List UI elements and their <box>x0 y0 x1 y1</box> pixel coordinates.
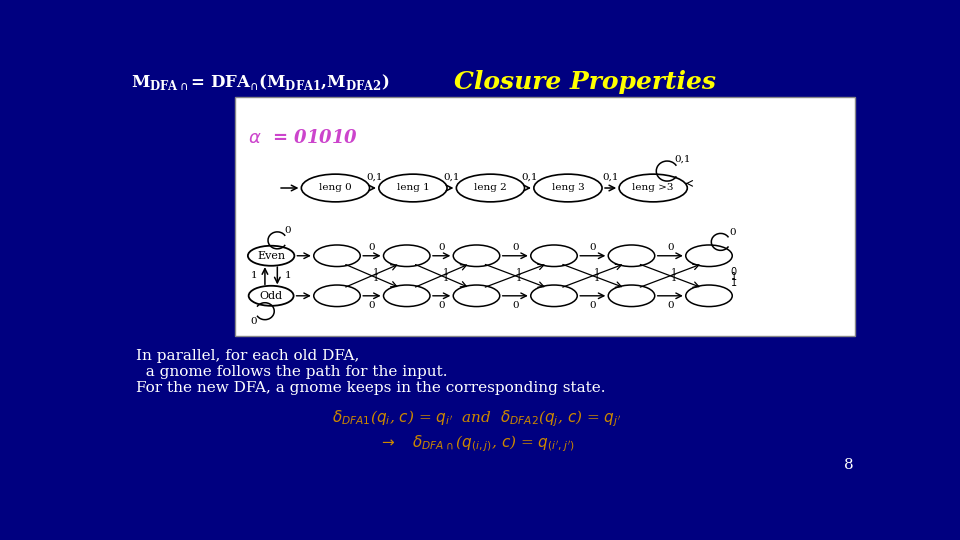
Text: 0: 0 <box>512 243 518 252</box>
Text: 1: 1 <box>372 274 379 284</box>
Ellipse shape <box>453 285 500 307</box>
Text: 1: 1 <box>593 268 600 277</box>
Text: $\rightarrow$   $\delta_{DFA\cap}$($q_{(i,j)}$, $c$) = $q_{(i',j')}$: $\rightarrow$ $\delta_{DFA\cap}$($q_{(i,… <box>378 433 574 454</box>
Text: $\delta_{DFA1}$($q_i$, $c$) = $q_{i'}$  and  $\delta_{DFA2}$($q_j$, $c$) = $q_{j: $\delta_{DFA1}$($q_i$, $c$) = $q_{i'}$ a… <box>332 409 621 429</box>
Text: 0,1: 0,1 <box>521 173 538 182</box>
Ellipse shape <box>383 245 430 267</box>
Text: a gnome follows the path for the input.: a gnome follows the path for the input. <box>135 365 447 379</box>
Text: In parallel, for each old DFA,: In parallel, for each old DFA, <box>135 349 359 363</box>
Text: 0,1: 0,1 <box>602 173 619 182</box>
Ellipse shape <box>531 285 577 307</box>
Ellipse shape <box>301 174 370 202</box>
Text: 0,1: 0,1 <box>444 173 460 182</box>
Text: 1: 1 <box>372 268 379 277</box>
Text: 1: 1 <box>443 274 448 284</box>
Ellipse shape <box>685 245 732 267</box>
Text: 1: 1 <box>443 268 448 277</box>
Text: 1: 1 <box>516 274 522 284</box>
Ellipse shape <box>531 245 577 267</box>
Text: 1: 1 <box>593 274 600 284</box>
Text: 0: 0 <box>667 301 674 309</box>
Ellipse shape <box>619 174 687 202</box>
Text: Odd: Odd <box>259 291 282 301</box>
Text: 1: 1 <box>285 271 292 280</box>
Text: 1: 1 <box>251 271 257 280</box>
Text: 0: 0 <box>667 243 674 252</box>
Text: 0: 0 <box>439 243 444 252</box>
Text: 1: 1 <box>731 278 737 288</box>
Text: $\alpha$  = 01010: $\alpha$ = 01010 <box>248 129 358 147</box>
Text: 1: 1 <box>731 272 737 282</box>
Ellipse shape <box>685 285 732 307</box>
Text: Closure Properties: Closure Properties <box>454 70 716 94</box>
Text: 1: 1 <box>516 268 522 277</box>
Text: 0,1: 0,1 <box>366 173 382 182</box>
Ellipse shape <box>456 174 524 202</box>
Text: 0: 0 <box>589 301 596 309</box>
Text: 0: 0 <box>251 316 257 326</box>
Text: 0: 0 <box>731 267 737 277</box>
Text: 0: 0 <box>512 301 518 309</box>
Ellipse shape <box>249 286 294 306</box>
Text: leng 0: leng 0 <box>319 184 351 192</box>
Ellipse shape <box>534 174 602 202</box>
Ellipse shape <box>248 246 295 266</box>
FancyBboxPatch shape <box>234 97 854 336</box>
Text: Even: Even <box>257 251 285 261</box>
Text: 0: 0 <box>369 301 375 309</box>
Text: leng 1: leng 1 <box>396 184 429 192</box>
Text: 0,1: 0,1 <box>674 154 691 163</box>
Text: 0: 0 <box>729 228 735 237</box>
Text: 0: 0 <box>589 243 596 252</box>
Ellipse shape <box>314 245 360 267</box>
Text: 0: 0 <box>285 226 292 235</box>
Text: leng 3: leng 3 <box>552 184 585 192</box>
Ellipse shape <box>453 245 500 267</box>
Text: 1: 1 <box>671 268 677 277</box>
Text: For the new DFA, a gnome keeps in the corresponding state.: For the new DFA, a gnome keeps in the co… <box>135 381 605 395</box>
Text: M$_{\mathregular{DFA}\cap}$= DFA$_{\cap}$(M$_{\mathregular{DFA1}}$,M$_{\mathregu: M$_{\mathregular{DFA}\cap}$= DFA$_{\cap}… <box>131 72 390 92</box>
Text: 1: 1 <box>671 274 677 284</box>
Ellipse shape <box>609 285 655 307</box>
Text: 0: 0 <box>369 243 375 252</box>
Ellipse shape <box>314 285 360 307</box>
Text: 8: 8 <box>844 458 853 472</box>
Text: 0: 0 <box>439 301 444 309</box>
Ellipse shape <box>609 245 655 267</box>
Ellipse shape <box>379 174 447 202</box>
Text: leng 2: leng 2 <box>474 184 507 192</box>
Text: leng >3: leng >3 <box>633 184 674 192</box>
Ellipse shape <box>383 285 430 307</box>
